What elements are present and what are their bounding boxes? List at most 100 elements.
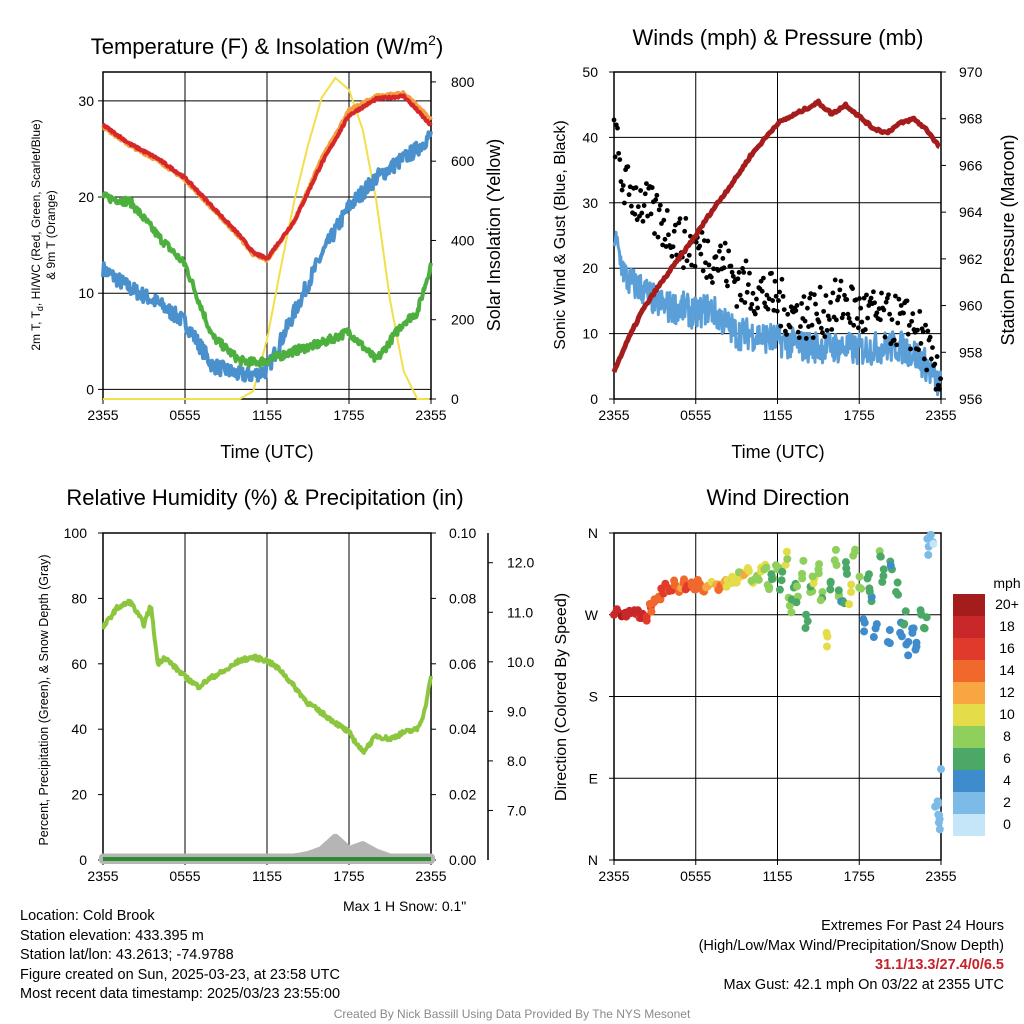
gust-point xyxy=(816,319,822,325)
direction-point xyxy=(842,564,851,573)
direction-point xyxy=(799,556,808,565)
x-tick-label: 0555 xyxy=(680,407,711,423)
y-right-tick-label: 600 xyxy=(451,153,475,169)
gust-point xyxy=(778,323,784,329)
y-axis-label: Percent, Precipitation (Green), & Snow D… xyxy=(37,554,51,845)
y-axis-label-line2: & 9m T (Orange) xyxy=(44,190,58,280)
direction-point xyxy=(855,572,864,581)
gust-point xyxy=(611,117,617,123)
gust-point xyxy=(769,270,774,276)
gust-point xyxy=(924,367,930,373)
y-right-tick-label: 0.02 xyxy=(449,787,476,803)
gust-point xyxy=(838,278,844,284)
direction-point xyxy=(782,547,791,556)
gust-point xyxy=(795,329,801,335)
legend-label: 14 xyxy=(999,662,1015,678)
x-tick-label: 2355 xyxy=(598,868,629,884)
y-tick-label: 20 xyxy=(78,189,94,205)
gust-point xyxy=(626,192,632,198)
gust-point xyxy=(639,210,645,216)
direction-point xyxy=(879,565,888,574)
gust-point xyxy=(801,294,807,299)
direction-point xyxy=(872,620,881,629)
direction-point xyxy=(818,588,827,597)
gust-point xyxy=(638,188,644,193)
legend-swatch xyxy=(953,616,985,638)
gust-point xyxy=(905,331,911,337)
direction-point xyxy=(876,552,885,561)
gust-point xyxy=(642,191,648,197)
x-tick-label: 0555 xyxy=(169,868,200,884)
gust-point xyxy=(698,251,704,257)
y-tick-label: 10 xyxy=(582,326,598,342)
max-snow-note: Max 1 H Snow: 0.1" xyxy=(343,898,467,914)
gust-point xyxy=(920,329,926,335)
gust-point xyxy=(669,253,675,259)
winds-panel: 2355 0555 1155 1755 235501020304050956958960… xyxy=(552,25,1018,462)
x-tick-label: 1155 xyxy=(762,407,792,423)
gust-point xyxy=(641,203,647,208)
gust-point xyxy=(865,315,871,321)
gust-point xyxy=(798,324,803,329)
gust-point xyxy=(747,270,752,276)
y-tick-label: 0 xyxy=(86,381,94,397)
y-right-tick-label: 970 xyxy=(959,64,983,80)
gust-point xyxy=(787,324,793,330)
gust-point xyxy=(833,317,839,323)
y-right-tick-label: 964 xyxy=(959,204,983,220)
sonic-wind-line xyxy=(612,230,942,397)
direction-point xyxy=(894,590,903,599)
gust-point xyxy=(868,295,874,301)
gust-point xyxy=(644,181,649,187)
legend-label: 16 xyxy=(999,640,1015,656)
gust-point xyxy=(896,296,902,302)
gust-point xyxy=(794,303,800,308)
direction-point xyxy=(860,627,869,636)
gust-point xyxy=(734,304,740,309)
recent-data-text: Most recent data timestamp: 2025/03/23 2… xyxy=(20,986,341,1002)
gust-point xyxy=(618,179,624,184)
y-right-axis-label: Station Pressure (Maroon) xyxy=(998,134,1018,345)
direction-point xyxy=(937,765,945,774)
gust-point xyxy=(827,317,832,322)
gust-point xyxy=(818,325,824,331)
direction-point xyxy=(826,577,835,586)
gust-point xyxy=(784,332,789,337)
gust-point xyxy=(803,335,809,341)
gust-point xyxy=(842,292,847,298)
gust-point xyxy=(666,232,671,238)
direction-point xyxy=(935,825,944,834)
gust-point xyxy=(653,197,659,203)
direction-point xyxy=(847,588,856,597)
direction-point xyxy=(912,638,921,647)
y-right-tick-label: 0.04 xyxy=(449,721,476,737)
gust-point xyxy=(742,300,748,305)
gust-point xyxy=(634,217,640,223)
gust-point xyxy=(616,150,622,156)
gust-point xyxy=(845,311,851,317)
max-gust-text: Max Gust: 42.1 mph On 03/22 at 2355 UTC xyxy=(723,976,1004,993)
y-right-tick-label: 0.00 xyxy=(449,852,476,868)
direction-point xyxy=(933,797,942,806)
gust-point xyxy=(640,218,646,224)
gust-point xyxy=(846,315,852,321)
legend-label: 8 xyxy=(1003,728,1011,744)
gust-point xyxy=(735,276,741,282)
gust-point xyxy=(823,293,829,299)
dewpoint-line xyxy=(101,191,433,368)
direction-point xyxy=(647,607,656,616)
y-tick-label: E xyxy=(589,770,598,786)
y-tick-label: 40 xyxy=(71,721,87,737)
gust-point xyxy=(759,288,765,294)
snow-tick-label: 10.0 xyxy=(507,654,534,670)
gust-point xyxy=(703,260,708,266)
gust-point xyxy=(840,311,846,317)
x-tick-label: 2355 xyxy=(87,407,118,423)
legend-swatch xyxy=(953,594,985,616)
gust-point xyxy=(844,297,850,302)
direction-point xyxy=(722,582,731,591)
gust-point xyxy=(701,238,707,244)
gust-point xyxy=(633,185,639,191)
direction-point xyxy=(783,554,792,563)
